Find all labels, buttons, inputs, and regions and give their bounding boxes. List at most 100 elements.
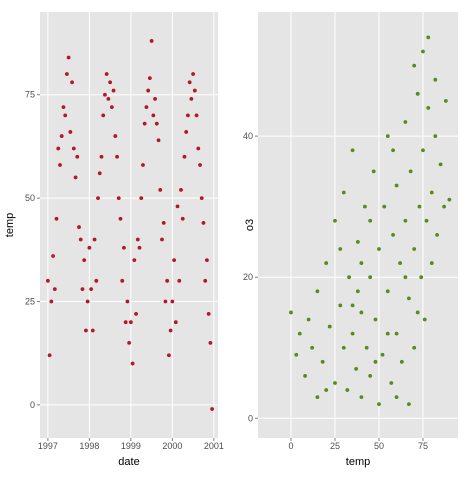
point [78, 237, 83, 242]
point [84, 328, 88, 333]
point [412, 247, 417, 251]
point [419, 275, 424, 280]
point [189, 96, 194, 101]
point [315, 395, 320, 399]
point [415, 310, 420, 315]
point [115, 154, 119, 159]
point [90, 328, 95, 333]
point [371, 169, 376, 174]
point [415, 91, 420, 96]
point [412, 345, 417, 350]
point [333, 381, 337, 385]
x-tick-label: 1997 [38, 441, 58, 451]
point [85, 299, 90, 304]
point [111, 88, 116, 93]
point [75, 154, 80, 159]
point [429, 190, 434, 195]
x-axis-label: temp [346, 456, 370, 468]
y-axis-label: o3 [244, 219, 256, 231]
point [424, 218, 429, 223]
y-tick-label: 50 [25, 193, 35, 203]
point [391, 232, 395, 237]
x-tick-label: 0 [288, 441, 293, 451]
point [403, 275, 408, 280]
point [429, 261, 434, 265]
point [101, 113, 106, 118]
point [433, 77, 438, 82]
point [196, 146, 201, 151]
point [205, 258, 209, 263]
point [412, 63, 417, 68]
point [118, 216, 123, 221]
point [315, 289, 320, 294]
point [359, 310, 364, 315]
point [324, 261, 329, 265]
point [208, 340, 213, 345]
point [199, 196, 204, 201]
point [385, 331, 390, 336]
point [447, 197, 452, 202]
point [128, 320, 133, 325]
point [385, 134, 390, 139]
point [373, 359, 378, 364]
point [399, 359, 404, 364]
point [443, 98, 448, 103]
x-tick-label: 2001 [204, 441, 224, 451]
point [58, 163, 62, 167]
point [104, 72, 109, 76]
point [168, 328, 173, 333]
point [130, 361, 135, 366]
point [120, 278, 125, 283]
point [377, 402, 381, 407]
point [153, 96, 157, 101]
point [59, 134, 64, 138]
point [338, 247, 343, 251]
y-tick-label: 20 [243, 272, 253, 282]
point [175, 204, 180, 209]
point [438, 162, 443, 167]
x-tick-label: 50 [374, 441, 384, 451]
point [192, 88, 197, 93]
point [172, 258, 177, 263]
point [433, 134, 438, 139]
point [182, 154, 187, 159]
point [127, 340, 132, 345]
point [187, 80, 192, 85]
point [350, 303, 355, 308]
point [380, 352, 385, 357]
point [403, 218, 408, 223]
point [141, 163, 145, 167]
point [421, 148, 425, 153]
point [123, 320, 128, 325]
point [394, 183, 399, 188]
point [64, 72, 69, 76]
point [341, 190, 346, 195]
point [151, 113, 156, 118]
point [149, 39, 154, 43]
point [160, 237, 164, 242]
point [68, 130, 73, 134]
point [132, 258, 137, 263]
point [135, 237, 140, 242]
point [61, 105, 66, 110]
point [398, 261, 403, 265]
point [122, 245, 126, 250]
point [407, 296, 411, 301]
x-tick-label: 75 [418, 441, 428, 451]
point [359, 395, 364, 399]
point [354, 366, 359, 371]
point [355, 289, 360, 294]
point [180, 216, 185, 221]
point [206, 312, 211, 316]
y-tick-label: 75 [25, 90, 35, 100]
point [191, 72, 196, 76]
point [368, 275, 373, 280]
point [385, 289, 390, 294]
point [147, 76, 152, 81]
point [142, 121, 147, 126]
point [163, 299, 168, 304]
point [435, 232, 439, 237]
panel [258, 12, 458, 438]
point [184, 130, 189, 134]
y-axis-label: temp [4, 213, 16, 237]
